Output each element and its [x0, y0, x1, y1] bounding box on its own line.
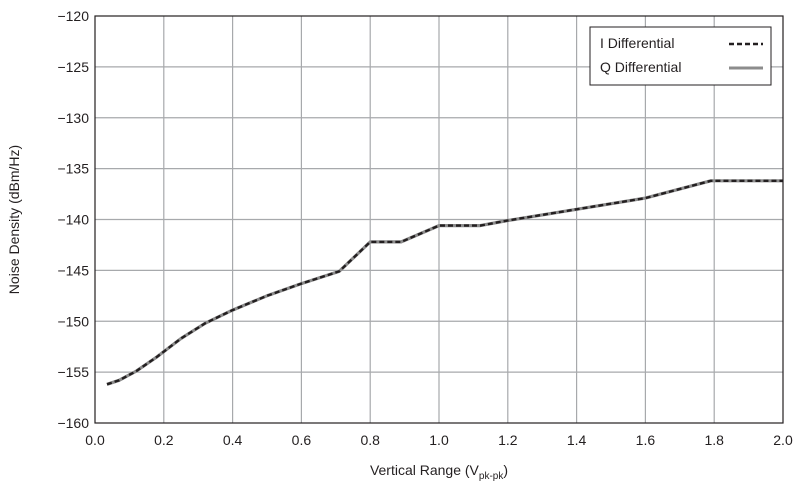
x-tick-label: 0.0 — [85, 432, 105, 448]
series-line-i-differential — [106, 179, 783, 386]
y-tick-label: −125 — [57, 59, 89, 75]
plot-frame — [94, 15, 784, 424]
y-tick-label: −155 — [57, 364, 89, 380]
legend-label-i-differential: I Differential — [600, 35, 674, 51]
x-axis-label: Vertical Range (Vpk-pk) — [370, 462, 508, 482]
x-axis-ticks: 0.0 0.2 0.4 0.6 0.8 1.0 1.2 1.4 1.6 1.8 2.0 — [85, 432, 793, 448]
x-tick-label: 1.2 — [498, 432, 518, 448]
x-axis-label-subscript: pk-pk — [479, 471, 504, 482]
x-tick-label: 1.0 — [429, 432, 449, 448]
x-tick-label: 0.4 — [223, 432, 243, 448]
series-line-q-differential — [106, 179, 783, 386]
y-tick-label: −150 — [57, 313, 89, 329]
y-tick-label: −140 — [57, 212, 89, 228]
legend-label-q-differential: Q Differential — [600, 59, 681, 75]
y-tick-label: −130 — [57, 110, 89, 126]
x-tick-label: 0.2 — [154, 432, 174, 448]
legend-box — [589, 26, 772, 86]
y-axis-label: Noise Density (dBm/Hz) — [6, 145, 22, 294]
y-tick-label: −120 — [57, 8, 89, 24]
y-tick-label: −145 — [57, 262, 89, 278]
x-tick-label: 1.4 — [567, 432, 587, 448]
x-tick-label: 1.8 — [704, 432, 724, 448]
x-tick-label: 0.8 — [360, 432, 380, 448]
y-tick-label: −135 — [57, 161, 89, 177]
x-tick-label: 1.6 — [636, 432, 656, 448]
y-axis-ticks: −160 −155 −150 −145 −140 −135 −130 −125 −120 — [57, 8, 89, 431]
x-tick-label: 0.6 — [292, 432, 312, 448]
y-tick-label: −160 — [57, 415, 89, 431]
legend: I Differential Q Differential — [589, 26, 772, 86]
x-tick-label: 2.0 — [773, 432, 793, 448]
series-layer — [106, 179, 783, 386]
